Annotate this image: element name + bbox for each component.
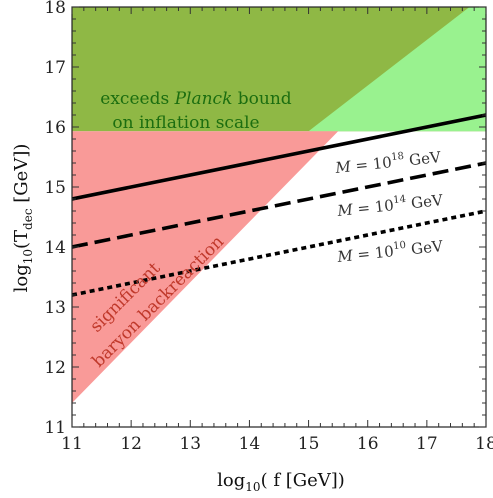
y-tick-label: 16	[44, 118, 66, 138]
x-axis-title: log10( f [GeV])	[217, 470, 345, 494]
x-tick-label: 13	[179, 434, 201, 454]
x-tick-label: 12	[120, 434, 142, 454]
y-tick-label: 12	[44, 358, 66, 378]
y-tick-label: 15	[44, 178, 66, 198]
x-tick-label: 14	[239, 434, 261, 454]
x-tick-label: 16	[357, 434, 379, 454]
y-tick-label: 18	[44, 0, 66, 18]
series-label-1e10: M = 1010 GeV	[335, 236, 444, 266]
series-line-1e10	[72, 209, 486, 297]
series-line-1e14	[72, 161, 486, 249]
series-label-1e18: M = 1018 GeV	[333, 147, 442, 177]
y-tick-label: 17	[44, 58, 66, 78]
planck-region-label-line1: exceeds Planck bound	[100, 89, 292, 109]
y-tick-label: 13	[44, 298, 66, 318]
x-tick-label: 18	[475, 434, 493, 454]
y-tick-label: 14	[44, 238, 66, 258]
x-tick-label: 11	[61, 434, 83, 454]
x-tick-label: 15	[298, 434, 320, 454]
plot-frame	[71, 6, 487, 428]
planck-region-label-line2: on inflation scale	[112, 113, 259, 133]
allowed-planck-region	[308, 7, 486, 132]
y-tick-label: 11	[44, 418, 66, 438]
series-label-1e14: M = 1014 GeV	[335, 190, 444, 220]
series-line-1e18	[72, 113, 486, 201]
x-tick-label: 17	[416, 434, 438, 454]
y-axis-title: log10(Tdec [GeV])	[11, 144, 35, 293]
